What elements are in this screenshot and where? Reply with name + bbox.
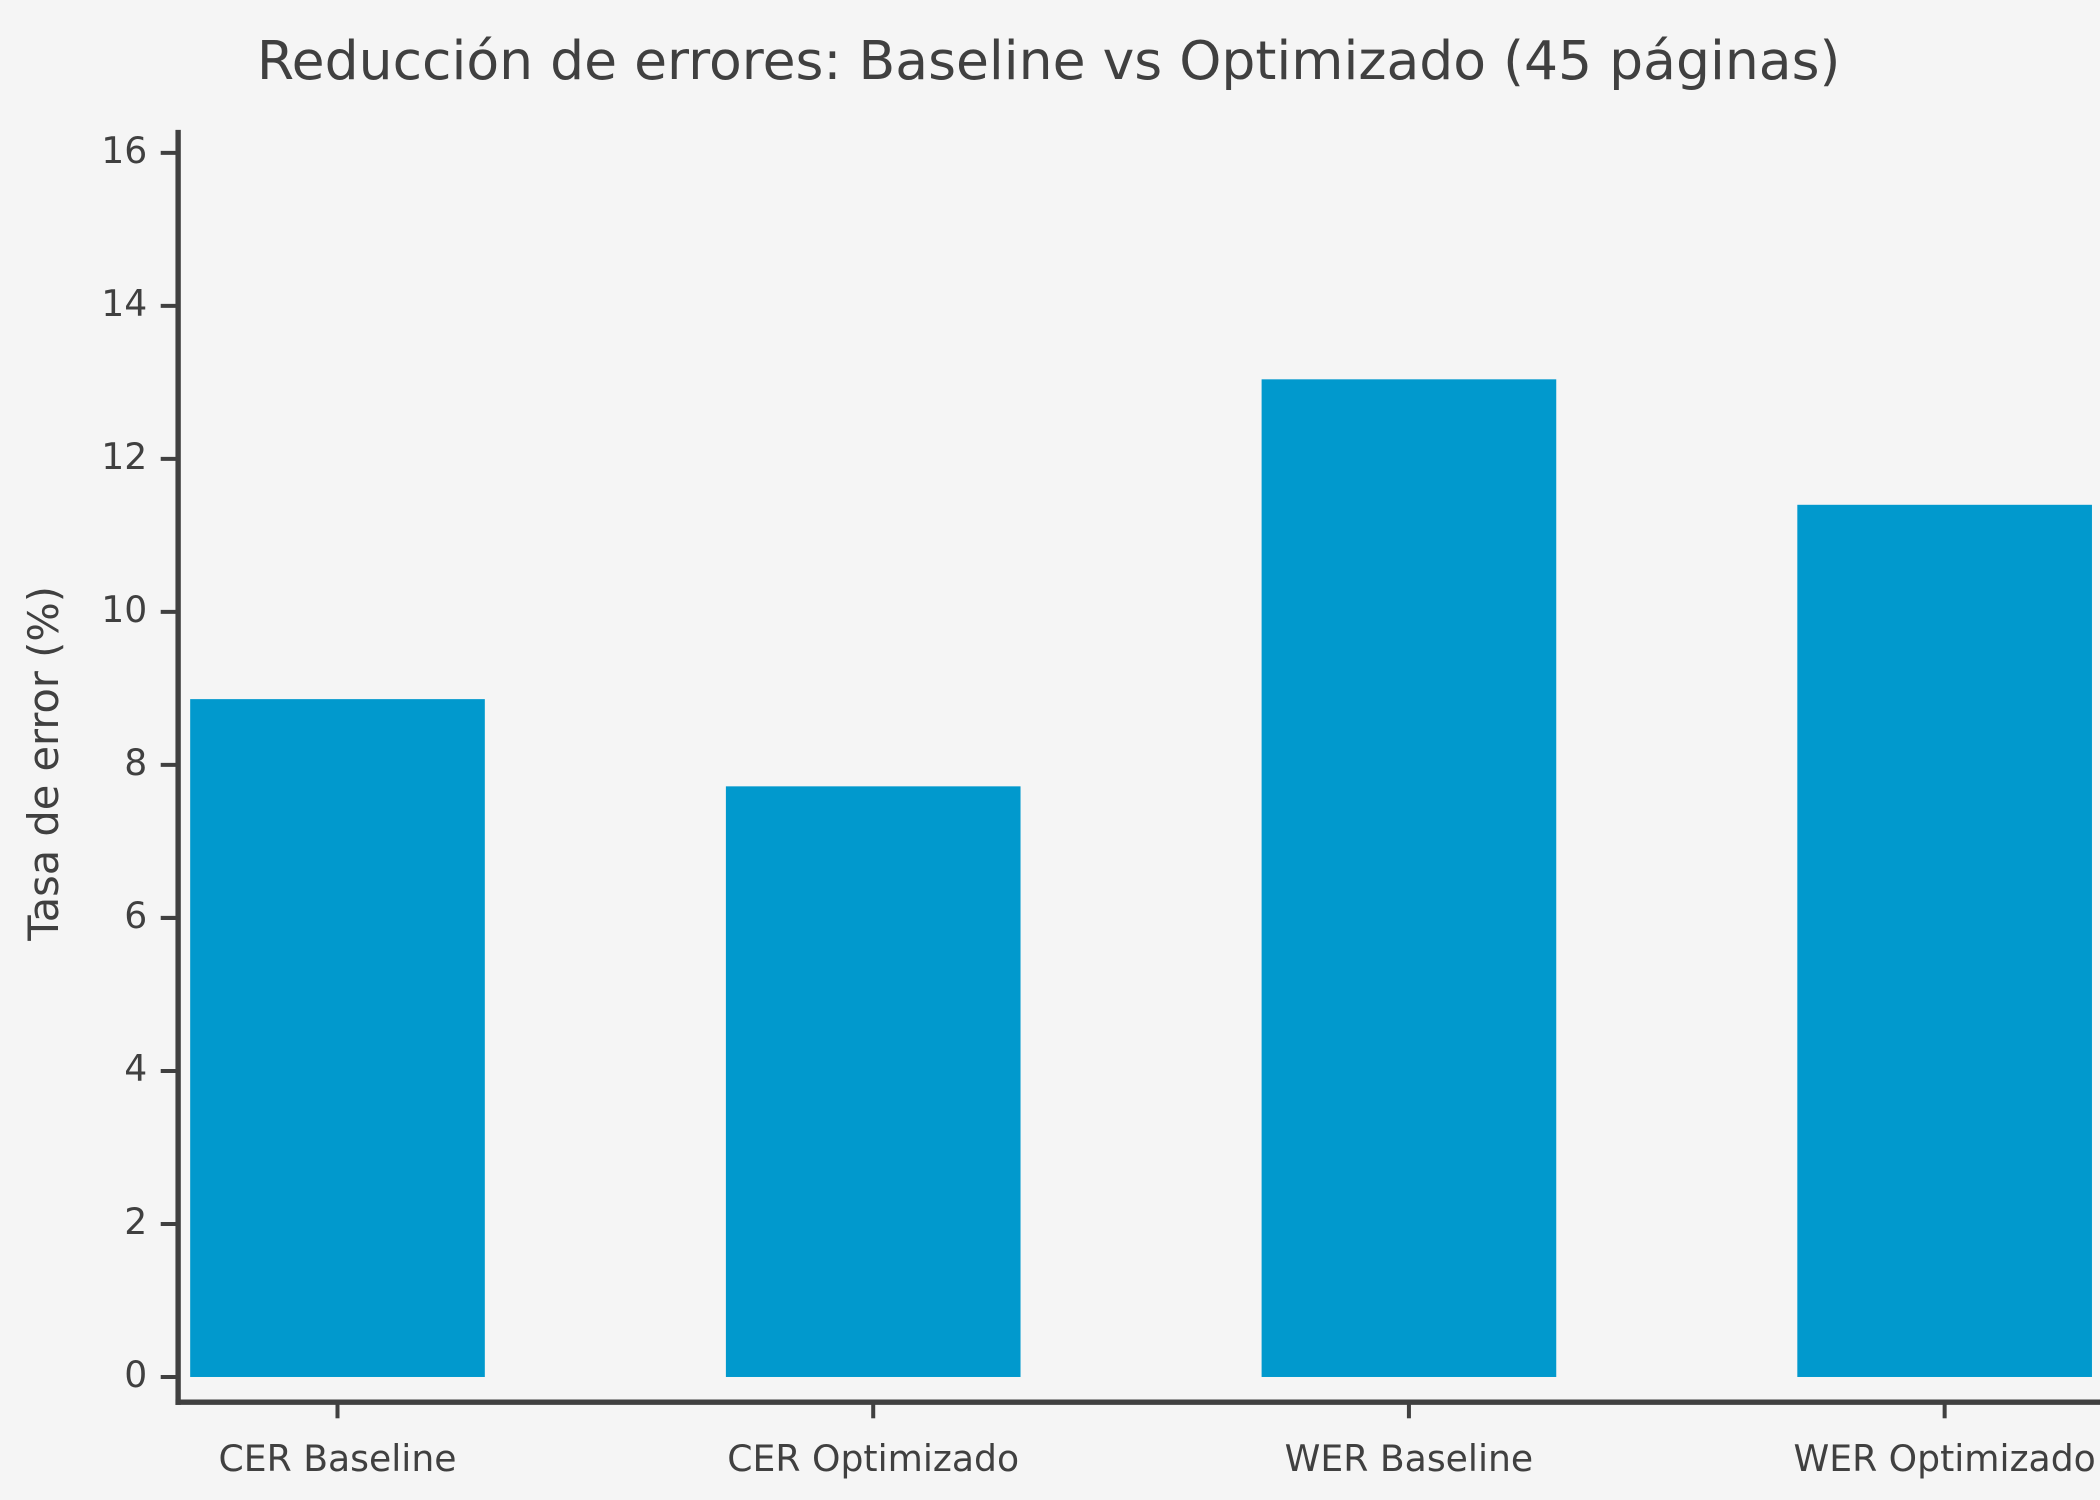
y-tick-label: 12	[101, 435, 147, 478]
chart-title: Reducción de errores: Baseline vs Optimi…	[257, 29, 1841, 92]
bar	[725, 786, 1021, 1377]
y-tick-label: 14	[101, 282, 147, 325]
x-tick-label: CER Baseline	[219, 1437, 457, 1480]
bar	[1261, 379, 1557, 1377]
y-tick-label: 0	[124, 1353, 147, 1396]
y-tick-label: 16	[101, 129, 147, 172]
bar	[190, 699, 485, 1377]
x-tick-label: WER Optimizado	[1793, 1437, 2095, 1480]
y-tick-label: 8	[124, 741, 147, 784]
x-tick-label: CER Optimizado	[727, 1437, 1019, 1480]
y-tick-label: 6	[124, 894, 147, 937]
y-tick-label: 4	[124, 1047, 147, 1090]
y-tick-label: 2	[124, 1200, 147, 1243]
x-tick-label: WER Baseline	[1285, 1437, 1534, 1480]
y-tick-label: 10	[101, 588, 147, 631]
y-axis-label: Tasa de error (%)	[19, 586, 68, 942]
bar	[1797, 504, 2092, 1377]
